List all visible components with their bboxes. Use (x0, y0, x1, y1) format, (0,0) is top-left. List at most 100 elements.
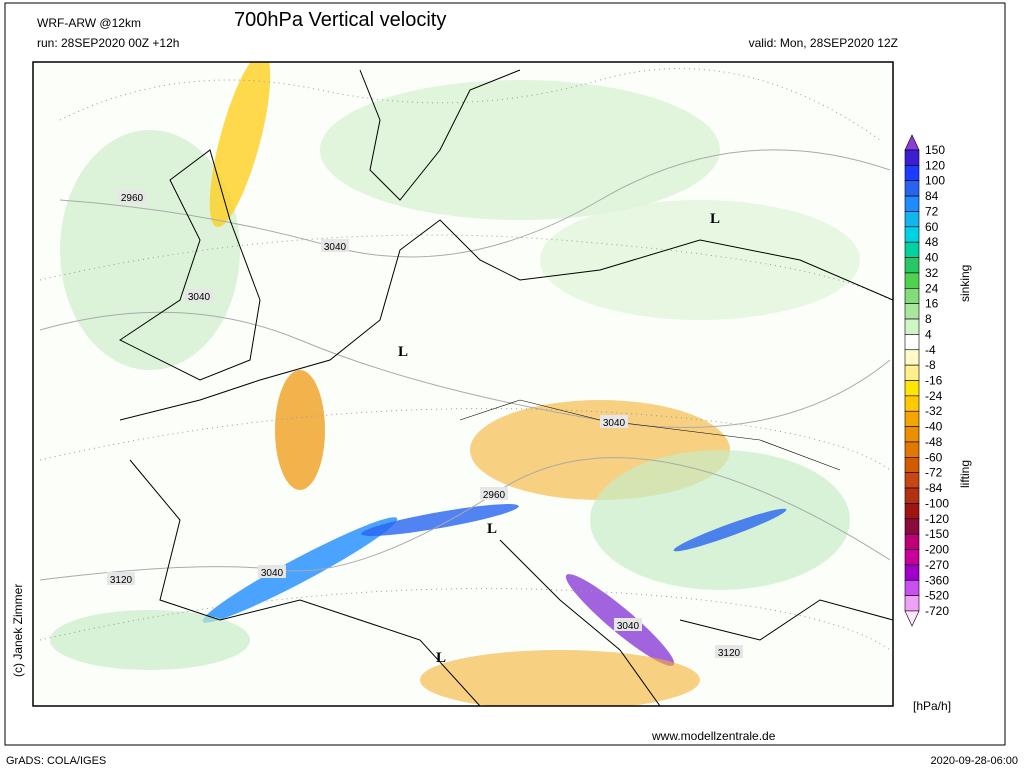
colorbar-swatch (904, 533, 920, 550)
colorbar-label: 84 (925, 189, 939, 203)
colorbar-label: -40 (925, 420, 943, 434)
contour-label: 2960 (121, 193, 144, 204)
map-border (32, 61, 894, 707)
colorbar-swatch (904, 257, 920, 274)
contour-label-bg (258, 565, 286, 578)
contour-label: 3120 (110, 575, 133, 586)
model-label: WRF-ARW @12km (37, 16, 141, 30)
footer-left: GrADS: COLA/IGES (6, 755, 106, 767)
colorbar-label: 24 (925, 281, 939, 295)
colorbar-swatch (904, 441, 920, 458)
contour-label-bg (107, 572, 135, 585)
lifting-label: lifting (958, 460, 972, 488)
unit-label: [hPa/h] (913, 699, 951, 713)
low-pressure-center: L (398, 344, 408, 360)
colorbar-swatch (904, 595, 920, 612)
low-pressure-center: L (710, 211, 720, 227)
colorbar-swatch (904, 334, 920, 351)
colorbar-label: 8 (925, 312, 932, 326)
contour-label-bg (600, 415, 628, 428)
contour-label: 3120 (718, 648, 741, 659)
contour-label-bg (185, 289, 213, 302)
colorbar-swatch (904, 426, 920, 443)
colorbar-label: 4 (925, 327, 932, 341)
colorbar-label: -520 (925, 589, 949, 603)
contour-label-bg (480, 487, 508, 500)
contour-label-bg (118, 190, 146, 203)
colorbar-label: -8 (925, 358, 936, 372)
colorbar-label: -120 (925, 512, 949, 526)
contour-label: 3040 (603, 418, 626, 429)
colorbar-swatch (904, 241, 920, 258)
contour-label: 3040 (324, 242, 347, 253)
contour-label: 3040 (261, 568, 284, 579)
colorbar-label: -60 (925, 450, 943, 464)
colorbar-label: 16 (925, 297, 939, 311)
low-pressure-center: L (487, 521, 497, 537)
contour-label: 3040 (617, 621, 640, 632)
colorbar-swatch (904, 272, 920, 289)
colorbar-label: -200 (925, 543, 949, 557)
colorbar-label: -72 (925, 466, 943, 480)
colorbar-swatch (904, 149, 920, 166)
colorbar-swatch (904, 503, 920, 520)
colorbar-swatch (904, 564, 920, 581)
contour-label-bg (614, 618, 642, 631)
colorbar-label: 32 (925, 266, 939, 280)
website: www.modellzentrale.de (651, 729, 776, 743)
colorbar-swatch (904, 579, 920, 596)
colorbar-label: 120 (925, 158, 945, 172)
colorbar-bottom-arrow (904, 610, 920, 627)
colorbar-label: -48 (925, 435, 943, 449)
colorbar-label: 48 (925, 235, 939, 249)
colorbar-swatch (904, 364, 920, 381)
colorbar-swatch (904, 318, 920, 335)
colorbar-swatch (904, 349, 920, 366)
colorbar-label: 40 (925, 251, 939, 265)
credit: (c) Janek Zimmer (11, 584, 25, 677)
colorbar-label: -270 (925, 558, 949, 572)
contour-label: 3040 (188, 292, 211, 303)
sinking-label: sinking (958, 265, 972, 302)
contour-label-bg (321, 239, 349, 252)
colorbar-swatch (904, 195, 920, 212)
colorbar-label: -32 (925, 404, 943, 418)
contour-label-bg (715, 645, 743, 658)
colorbar-label: -720 (925, 604, 949, 618)
colorbar-label: -360 (925, 573, 949, 587)
valid-label: valid: Mon, 28SEP2020 12Z (749, 36, 898, 50)
colorbar-swatch (904, 380, 920, 397)
colorbar-swatch (904, 518, 920, 535)
colorbar-swatch (904, 410, 920, 427)
colorbar-swatch (904, 226, 920, 243)
colorbar-swatch (904, 303, 920, 320)
map (32, 61, 894, 707)
colorbar-swatch (904, 287, 920, 304)
colorbar-swatch (904, 180, 920, 197)
colorbar-label: -84 (925, 481, 943, 495)
run-label: run: 28SEP2020 00Z +12h (37, 36, 179, 50)
colorbar-swatch (904, 395, 920, 412)
colorbar-swatch (904, 457, 920, 474)
colorbar-top-arrow (904, 134, 920, 151)
field (39, 62, 893, 706)
title: 700hPa Vertical velocity (234, 9, 446, 31)
colorbar-swatch (904, 165, 920, 182)
colorbar-label: 150 (925, 143, 945, 157)
colorbar-label: 100 (925, 174, 945, 188)
colorbar-label: -100 (925, 496, 949, 510)
contour-label: 2960 (483, 490, 506, 501)
colorbar-swatch (904, 472, 920, 489)
colorbar-swatch (904, 487, 920, 504)
low-pressure-center: L (436, 650, 446, 666)
colorbar-label: 72 (925, 204, 939, 218)
colorbar-swatch (904, 549, 920, 566)
colorbar-label: 60 (925, 220, 939, 234)
frame (4, 2, 1006, 746)
colorbar-label: -4 (925, 343, 936, 357)
colorbar-label: -16 (925, 374, 943, 388)
colorbar-label: -24 (925, 389, 943, 403)
footer-right: 2020-09-28-06:00 (931, 755, 1018, 767)
colorbar-label: -150 (925, 527, 949, 541)
